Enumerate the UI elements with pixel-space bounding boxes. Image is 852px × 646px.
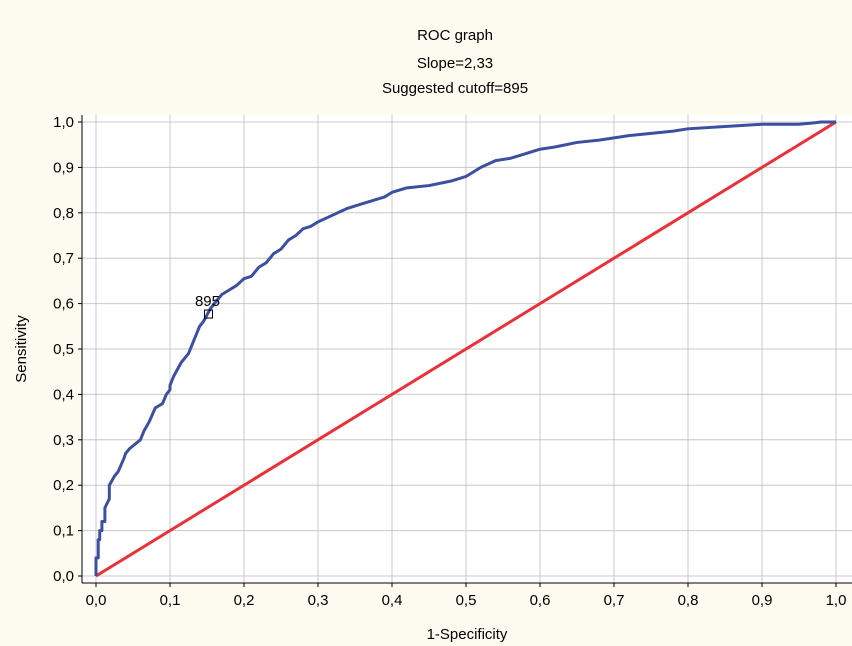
roc-curve-line bbox=[94, 120, 836, 576]
y-tick-label: 0,3 bbox=[53, 432, 74, 449]
x-tick-label: 0,4 bbox=[382, 592, 403, 609]
series-layer bbox=[94, 120, 837, 578]
x-tick-label: 0,7 bbox=[604, 592, 625, 609]
chart-subtitle-cutoff: Suggested cutoff=895 bbox=[382, 80, 528, 97]
x-tick-label: 0,5 bbox=[456, 592, 477, 609]
y-tick-label: 0,0 bbox=[53, 568, 74, 585]
y-tick-label: 0,8 bbox=[53, 205, 74, 222]
x-tick-label: 0,9 bbox=[752, 592, 773, 609]
cutoff-label: 895 bbox=[195, 293, 220, 310]
grid-lines bbox=[82, 115, 852, 583]
y-axis-label: Sensitivity bbox=[13, 315, 30, 383]
x-tick-label: 1,0 bbox=[826, 592, 847, 609]
cutoff-marker bbox=[203, 309, 213, 319]
x-tick-label: 0,6 bbox=[530, 592, 551, 609]
x-tick-label: 0,8 bbox=[678, 592, 699, 609]
y-tick-label: 0,9 bbox=[53, 159, 74, 176]
y-tick-label: 0,6 bbox=[53, 296, 74, 313]
reference-diagonal-line bbox=[95, 120, 837, 578]
x-tick-label: 0,0 bbox=[86, 592, 107, 609]
y-tick-label: 1,0 bbox=[53, 114, 74, 131]
y-tick-label: 0,2 bbox=[53, 477, 74, 494]
chart-subtitle-slope: Slope=2,33 bbox=[417, 55, 493, 72]
tick-labels: 0,0 0,1 0,2 0,3 0,4 0,5 0,6 0,7 0,8 0,9 1,0 0,0 0,1 0… bbox=[53, 114, 846, 609]
y-tick-label: 0,4 bbox=[53, 386, 74, 403]
y-tick-label: 0,1 bbox=[53, 523, 74, 540]
chart-title: ROC graph bbox=[417, 27, 493, 44]
annotation-layer: 895 bbox=[195, 293, 220, 319]
y-tick-label: 0,7 bbox=[53, 250, 74, 267]
x-axis-label: 1-Specificity bbox=[427, 626, 508, 643]
x-tick-label: 0,2 bbox=[234, 592, 255, 609]
x-tick-label: 0,3 bbox=[308, 592, 329, 609]
y-tick-label: 0,5 bbox=[53, 341, 74, 358]
x-tick-label: 0,1 bbox=[160, 592, 181, 609]
